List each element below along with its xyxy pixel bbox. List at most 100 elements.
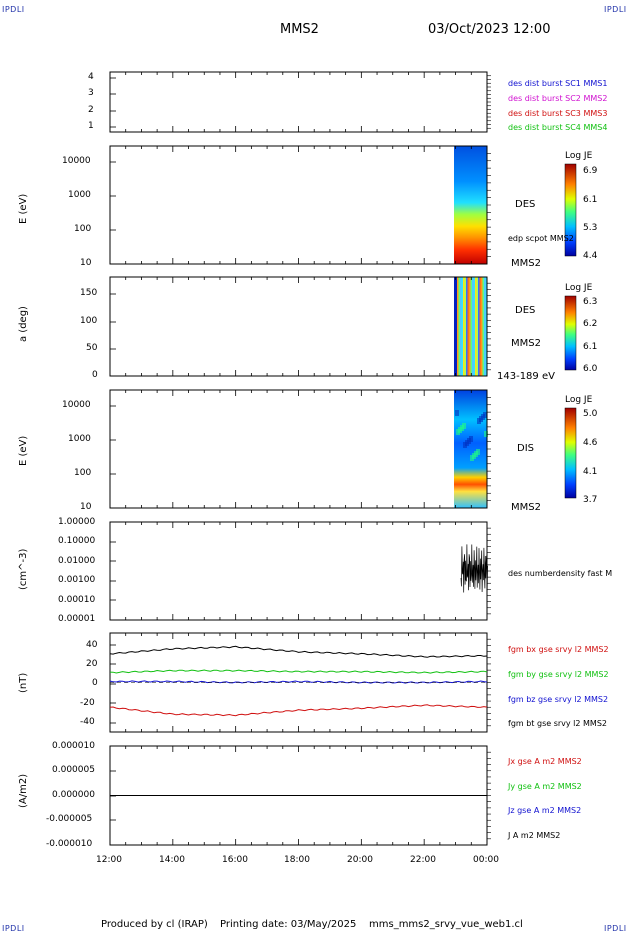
sc-legend-3: des dist burst SC3 MMS3 [508,109,608,118]
bfield-series-3 [109,680,488,684]
des-pitch-colorbar [564,295,577,371]
time-tick-1400: 14:00 [159,855,185,865]
des-energy-tick-1000: 1000 [68,190,91,200]
dis-energy-cbar-tick-2: 4.6 [583,438,598,448]
bfield-legend-by: fgm by gse srvy l2 MMS2 [508,670,609,679]
dis-energy-ylabel: E (eV) [18,435,29,466]
dis-energy-cbar-tick-1: 5.0 [583,409,598,419]
spacecraft-title: MMS2 [280,22,319,37]
des-energy-extra: edp scpot MMS2 [508,234,574,243]
dis-energy-tick-10000: 10000 [62,400,91,410]
des-energy-colorbar [564,163,577,257]
des-pitch-stripe [466,277,468,376]
des-pitch-stripe [472,277,474,376]
time-tick-1800: 18:00 [284,855,310,865]
des-energy-panel-frame [109,145,488,265]
des-pitch-tick-100: 100 [80,316,98,326]
des-energy-cbar-tick-1: 6.9 [583,166,598,176]
des-pitch-stripe [460,277,462,376]
des-pitch-cbar-tick-3: 6.1 [583,342,598,352]
time-tick-2200: 22:00 [410,855,436,865]
sc-tick-4: 4 [88,72,94,82]
sc-tick-1: 1 [88,121,94,131]
current-legend-jx: Jx gse A m2 MMS2 [508,757,582,766]
des-energy-instrument: DES [515,199,536,210]
des-pitch-stripe [479,277,482,376]
bfield-tick-40: 40 [86,640,98,650]
bfield-tick-minus40: -40 [80,717,95,727]
des-pitch-stripe [476,277,479,376]
des-energy-spectrogram [454,146,487,264]
des-pitch-stripe [482,277,485,376]
dis-energy-cbar-tick-4: 3.7 [583,495,598,505]
density-panel-frame [109,521,488,621]
dis-energy-tick-1000: 1000 [68,434,91,444]
des-pitch-stripe [458,277,461,376]
current-tick-2: 0.000005 [52,765,95,775]
bfield-ylabel: (nT) [18,672,29,693]
sc-panel-frame [109,71,488,133]
des-pitch-stripe [463,277,465,376]
bfield-legend-bt: fgm bt gse srvy l2 MMS2 [508,719,607,728]
des-pitch-stripe [481,277,483,376]
dis-texture-cell [455,410,459,416]
des-energy-spacecraft: MMS2 [511,258,541,269]
current-tick-3: 0.000000 [52,790,95,800]
current-legend-j: J A m2 MMS2 [508,831,561,840]
current-tick-4: -0.000005 [46,814,93,824]
dis-energy-instrument: DIS [517,443,534,454]
dis-energy-tick-10: 10 [80,502,92,512]
dis-texture-cell [484,431,488,437]
current-legend-jy: Jy gse A m2 MMS2 [508,782,582,791]
density-tick-4: 0.00100 [58,575,96,585]
des-pitch-tick-150: 150 [80,288,98,298]
current-legend-jz: Jz gse A m2 MMS2 [508,806,582,815]
des-pitch-spectrogram [454,277,488,376]
time-tick-0000: 00:00 [473,855,499,865]
footer-produced-by: Produced by cl (IRAP) [101,919,208,930]
des-energy-tick-10000: 10000 [62,156,91,166]
bfield-tick-20: 20 [86,659,98,669]
des-pitch-stripe [475,277,477,376]
current-tick-1: 0.000010 [52,741,95,751]
dis-energy-spectrogram [454,390,487,508]
des-energy-cbar-tick-2: 6.1 [583,195,598,205]
sc-tick-3: 3 [88,88,94,98]
des-pitch-stripe [457,277,459,376]
des-pitch-panel-frame [109,276,488,377]
des-pitch-stripe [473,277,476,376]
des-pitch-tick-50: 50 [86,343,98,353]
time-tick-1600: 16:00 [222,855,248,865]
des-pitch-instrument: DES [515,305,536,316]
des-pitch-cbar-tick-4: 6.0 [583,364,598,374]
des-pitch-stripe [478,277,480,376]
bfield-series-4 [109,645,488,658]
des-pitch-cbar-tick-1: 6.3 [583,297,598,307]
density-ylabel: (cm^-3) [18,548,29,590]
bfield-tick-minus20: -20 [80,698,95,708]
bfield-series-2 [109,669,488,674]
datetime-title: 03/Oct/2023 12:00 [428,22,551,37]
bfield-tick-0: 0 [92,678,98,688]
density-tick-6: 0.00001 [58,614,96,624]
des-pitch-ylabel: a (deg) [18,306,29,342]
des-pitch-colorbar-title: Log JE [565,283,593,293]
des-pitch-stripe [464,277,467,376]
des-energy-cbar-tick-3: 5.3 [583,223,598,233]
dis-energy-cbar-tick-3: 4.1 [583,467,598,477]
dis-spectrogram-texture [455,410,488,461]
sc-legend-1: des dist burst SC1 MMS1 [508,79,608,88]
density-legend: des numberdensity fast M [508,569,613,578]
dis-texture-cell [456,429,460,435]
des-pitch-cbar-tick-2: 6.2 [583,319,598,329]
current-tick-5: -0.000010 [46,839,93,849]
des-pitch-stripe [467,277,470,376]
dis-energy-colorbar-title: Log JE [565,395,593,405]
dis-energy-tick-100: 100 [74,468,92,478]
corner-label-top-left: IPDLI [2,5,25,14]
dis-texture-cell [470,455,474,461]
des-pitch-tick-0: 0 [92,370,98,380]
sc-legend-4: des dist burst SC4 MMS4 [508,123,608,132]
sc-legend-2: des dist burst SC2 MMS2 [508,94,608,103]
